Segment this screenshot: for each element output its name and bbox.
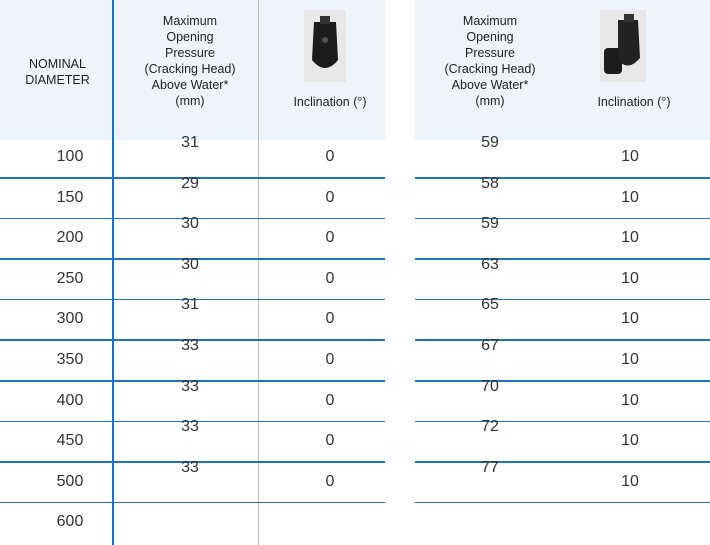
diameter: 450 (40, 432, 100, 450)
value: 0 (300, 310, 360, 328)
header: Maximum Opening Pressure (Cracking Head)… (140, 13, 240, 109)
value: 33 (160, 337, 220, 355)
value: 67 (460, 337, 520, 355)
value: 0 (300, 148, 360, 166)
value: 70 (460, 378, 520, 396)
valve-icon (600, 10, 646, 82)
value: 63 (460, 256, 520, 274)
value: 10 (600, 351, 660, 369)
value: 0 (300, 432, 360, 450)
value: 10 (600, 189, 660, 207)
value: 0 (300, 473, 360, 491)
value: 10 (600, 229, 660, 247)
header: Inclination (°) (280, 94, 380, 110)
diameter: 350 (40, 351, 100, 369)
value: 10 (600, 310, 660, 328)
value: 59 (460, 134, 520, 152)
value: 31 (160, 134, 220, 152)
row-line (415, 502, 710, 504)
value: 65 (460, 296, 520, 314)
value: 29 (160, 175, 220, 193)
valve-image (304, 10, 346, 82)
valve-image (600, 10, 646, 82)
value: 10 (600, 392, 660, 410)
value: 33 (160, 459, 220, 477)
valve-icon (304, 10, 346, 82)
value: 10 (600, 432, 660, 450)
diameter: 250 (40, 270, 100, 288)
value: 10 (600, 270, 660, 288)
value: 0 (300, 351, 360, 369)
divider (112, 0, 114, 545)
header: NOMINAL DIAMETER (10, 56, 105, 88)
diameter: 500 (40, 473, 100, 491)
diameter: 300 (40, 310, 100, 328)
value: 33 (160, 378, 220, 396)
value: 0 (300, 392, 360, 410)
diameter: 600 (40, 513, 100, 531)
value: 77 (460, 459, 520, 477)
value: 30 (160, 256, 220, 274)
diameter: 150 (40, 189, 100, 207)
value: 72 (460, 418, 520, 436)
value: 31 (160, 296, 220, 314)
diameter: 200 (40, 229, 100, 247)
value: 0 (300, 229, 360, 247)
header: Maximum Opening Pressure (Cracking Head)… (440, 13, 540, 109)
value: 0 (300, 270, 360, 288)
value: 0 (300, 189, 360, 207)
row-line (0, 502, 385, 504)
diameter: 100 (40, 148, 100, 166)
value: 59 (460, 215, 520, 233)
value: 58 (460, 175, 520, 193)
value: 33 (160, 418, 220, 436)
spec-table: NOMINAL DIAMETER Maximum Opening Pressur… (0, 0, 710, 545)
header: Inclination (°) (584, 94, 684, 110)
value: 10 (600, 148, 660, 166)
diameter: 400 (40, 392, 100, 410)
value: 30 (160, 215, 220, 233)
value: 10 (600, 473, 660, 491)
divider (258, 0, 259, 545)
